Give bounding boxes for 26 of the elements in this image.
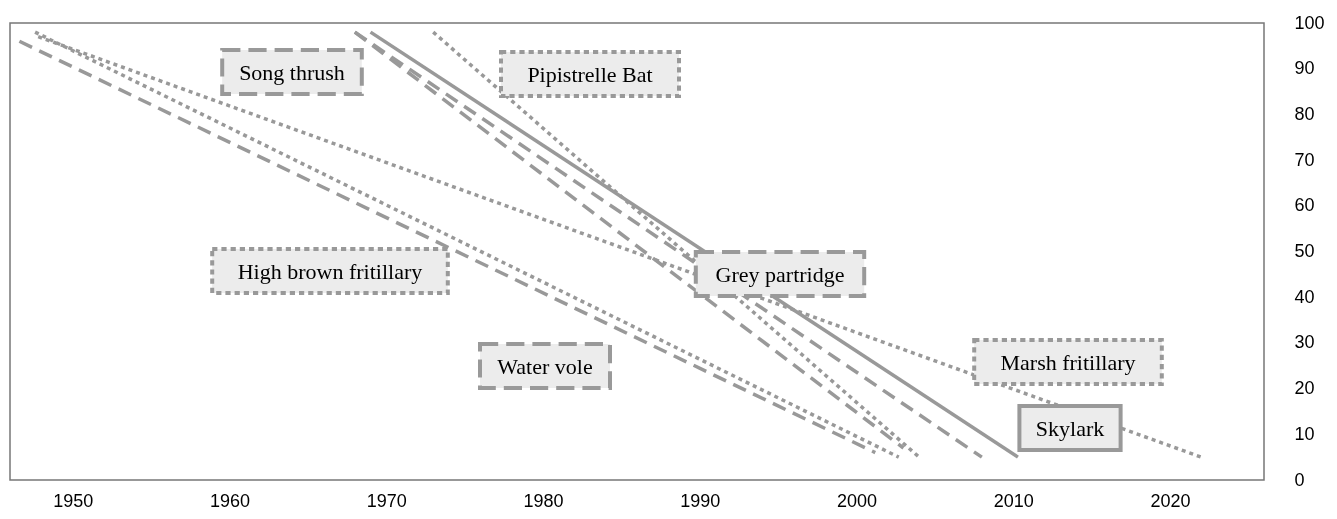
x-tick-label: 1960 [209, 490, 250, 511]
y-tick-label: 40 [1294, 286, 1315, 307]
series-label: Water vole [497, 354, 593, 379]
y-tick-label: 90 [1294, 58, 1315, 79]
series-label: Skylark [1035, 416, 1105, 441]
series-label: Marsh fritillary [1000, 350, 1136, 375]
x-tick-label: 1980 [523, 490, 564, 511]
y-tick-label: 50 [1294, 241, 1315, 261]
series-label: Grey partridge [715, 262, 845, 287]
x-tick-label: 1990 [680, 490, 721, 511]
y-tick-label: 60 [1294, 195, 1315, 216]
y-tick-label: 0 [1294, 469, 1305, 490]
series-label: Song thrush [239, 60, 345, 85]
y-tick-label: 100 [1294, 12, 1325, 33]
y-tick-label: 70 [1294, 149, 1315, 170]
x-tick-label: 1970 [366, 490, 407, 511]
y-tick-label: 30 [1294, 332, 1315, 353]
x-tick-label: 2020 [1150, 490, 1191, 511]
x-tick-label: 1950 [53, 490, 94, 511]
series-label: Pipistrelle Bat [527, 62, 653, 87]
y-tick-label: 80 [1294, 103, 1315, 124]
x-tick-label: 2010 [993, 490, 1034, 511]
y-tick-label: 20 [1294, 378, 1315, 399]
series-label: High brown fritillary [237, 259, 423, 284]
x-tick-label: 2000 [836, 490, 877, 511]
y-tick-label: 10 [1294, 423, 1315, 444]
